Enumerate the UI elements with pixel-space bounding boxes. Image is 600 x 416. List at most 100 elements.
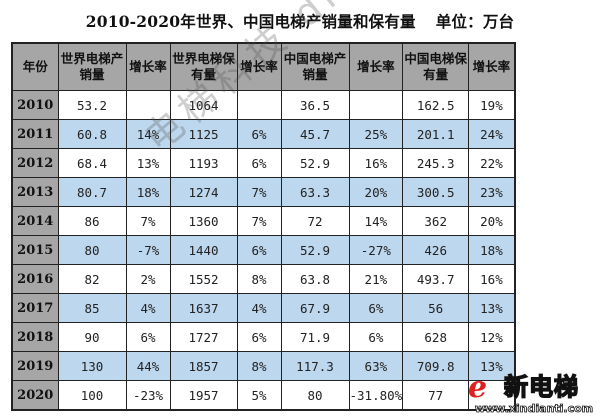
- unit-label: 单位：万台: [435, 12, 515, 31]
- cell-world-sales: 85: [57, 293, 127, 323]
- cell-world-sales-growth: 6%: [125, 322, 171, 352]
- cell-world-stock-growth: 5%: [236, 380, 282, 411]
- cell-world-sales-growth: -7%: [125, 235, 171, 265]
- cell-china-sales-growth: -31.80%: [348, 380, 404, 411]
- cell-world-sales: 80: [57, 235, 127, 265]
- header-world-sales-growth: 增长率: [125, 42, 171, 91]
- cell-year: 2016: [11, 264, 59, 294]
- cell-china-stock-growth: 16%: [468, 264, 516, 294]
- cell-china-sales: 67.9: [280, 293, 350, 323]
- cell-world-sales: 90: [57, 322, 127, 352]
- cell-china-stock: 362: [402, 206, 470, 236]
- xindianti-logo: e 新电梯 www.xindianti.com: [468, 372, 600, 416]
- table-row: 2012 68.4 13% 1193 6% 52.9 16% 245.3 22%: [11, 148, 516, 178]
- cell-china-sales: 52.9: [280, 235, 350, 265]
- cell-china-stock-growth: 19%: [468, 90, 516, 120]
- cell-world-sales: 80.7: [57, 177, 127, 207]
- cell-china-sales-growth: 21%: [348, 264, 404, 294]
- cell-world-stock-growth: [236, 90, 282, 120]
- cell-china-sales: 71.9: [280, 322, 350, 352]
- cell-world-sales: 60.8: [57, 119, 127, 149]
- cell-world-sales: 68.4: [57, 148, 127, 178]
- cell-china-sales-growth: 16%: [348, 148, 404, 178]
- cell-world-stock: 1727: [169, 322, 238, 352]
- cell-world-stock: 1274: [169, 177, 238, 207]
- cell-china-stock: 201.1: [402, 119, 470, 149]
- cell-china-sales: 80: [280, 380, 350, 411]
- cell-year: 2020: [11, 380, 59, 411]
- cell-china-stock-growth: [468, 380, 516, 411]
- header-china-stock: 中国电梯保有量: [402, 42, 470, 91]
- cell-year: 2014: [11, 206, 59, 236]
- cell-world-sales-growth: 4%: [125, 293, 171, 323]
- cell-world-sales-growth: 14%: [125, 119, 171, 149]
- cell-year: 2013: [11, 177, 59, 207]
- cell-china-sales-growth: 25%: [348, 119, 404, 149]
- cell-china-stock: 162.5: [402, 90, 470, 120]
- cell-year: 2012: [11, 148, 59, 178]
- table-row: 2020 100 -23% 1957 5% 80 -31.80% 77: [11, 380, 516, 411]
- cell-world-stock-growth: 6%: [236, 235, 282, 265]
- cell-world-stock-growth: 6%: [236, 322, 282, 352]
- cell-china-sales: 52.9: [280, 148, 350, 178]
- header-world-stock-growth: 增长率: [236, 42, 282, 91]
- cell-world-sales-growth: [125, 90, 171, 120]
- header-row: 年份 世界电梯产销量 增长率 世界电梯保有量 增长率 中国电梯产销量 增长率 中…: [11, 42, 516, 91]
- cell-world-sales-growth: -23%: [125, 380, 171, 411]
- cell-year: 2011: [11, 119, 59, 149]
- cell-china-stock: 56: [402, 293, 470, 323]
- table-row: 2011 60.8 14% 1125 6% 45.7 25% 201.1 24%: [11, 119, 516, 149]
- title-text: 2010-2020年世界、中国电梯产销量和保有量: [85, 12, 416, 31]
- cell-world-sales: 130: [57, 351, 127, 381]
- cell-china-sales: 36.5: [280, 90, 350, 120]
- cell-china-stock-growth: 23%: [468, 177, 516, 207]
- cell-world-stock: 1193: [169, 148, 238, 178]
- cell-world-sales-growth: 2%: [125, 264, 171, 294]
- cell-china-stock-growth: 24%: [468, 119, 516, 149]
- cell-china-sales: 63.3: [280, 177, 350, 207]
- cell-world-sales-growth: 18%: [125, 177, 171, 207]
- cell-world-stock-growth: 6%: [236, 148, 282, 178]
- cell-world-stock: 1857: [169, 351, 238, 381]
- cell-world-sales: 82: [57, 264, 127, 294]
- cell-world-stock-growth: 8%: [236, 264, 282, 294]
- cell-china-sales-growth: 63%: [348, 351, 404, 381]
- cell-china-stock-growth: 12%: [468, 322, 516, 352]
- cell-china-stock: 493.7: [402, 264, 470, 294]
- cell-china-sales-growth: [348, 90, 404, 120]
- cell-china-stock: 709.8: [402, 351, 470, 381]
- cell-china-sales: 63.8: [280, 264, 350, 294]
- cell-china-sales-growth: 14%: [348, 206, 404, 236]
- elevator-data-table: 年份 世界电梯产销量 增长率 世界电梯保有量 增长率 中国电梯产销量 增长率 中…: [11, 42, 516, 411]
- header-china-sales-growth: 增长率: [348, 42, 404, 91]
- cell-world-sales: 100: [57, 380, 127, 411]
- table-row: 2013 80.7 18% 1274 7% 63.3 20% 300.5 23%: [11, 177, 516, 207]
- cell-china-sales: 72: [280, 206, 350, 236]
- cell-world-sales: 53.2: [57, 90, 127, 120]
- cell-world-stock: 1552: [169, 264, 238, 294]
- table-row: 2019 130 44% 1857 8% 117.3 63% 709.8 13%: [11, 351, 516, 381]
- cell-china-stock: 77: [402, 380, 470, 411]
- cell-china-stock-growth: 20%: [468, 206, 516, 236]
- cell-world-stock-growth: 6%: [236, 119, 282, 149]
- cell-china-sales: 45.7: [280, 119, 350, 149]
- cell-china-stock: 300.5: [402, 177, 470, 207]
- table-row: 2018 90 6% 1727 6% 71.9 6% 628 12%: [11, 322, 516, 352]
- header-year: 年份: [11, 42, 59, 91]
- header-china-stock-growth: 增长率: [468, 42, 516, 91]
- cell-world-stock: 1360: [169, 206, 238, 236]
- cell-china-sales: 117.3: [280, 351, 350, 381]
- cell-world-sales-growth: 7%: [125, 206, 171, 236]
- cell-year: 2017: [11, 293, 59, 323]
- logo-brand: 新电梯: [503, 372, 579, 402]
- table-row: 2014 86 7% 1360 7% 72 14% 362 20%: [11, 206, 516, 236]
- cell-world-stock: 1064: [169, 90, 238, 120]
- cell-year: 2019: [11, 351, 59, 381]
- cell-china-stock: 628: [402, 322, 470, 352]
- cell-world-sales-growth: 13%: [125, 148, 171, 178]
- cell-china-sales-growth: -27%: [348, 235, 404, 265]
- cell-world-sales-growth: 44%: [125, 351, 171, 381]
- logo-url: www.xindianti.com: [474, 402, 594, 416]
- cell-china-stock-growth: 13%: [468, 293, 516, 323]
- table-row: 2010 53.2 1064 36.5 162.5 19%: [11, 90, 516, 120]
